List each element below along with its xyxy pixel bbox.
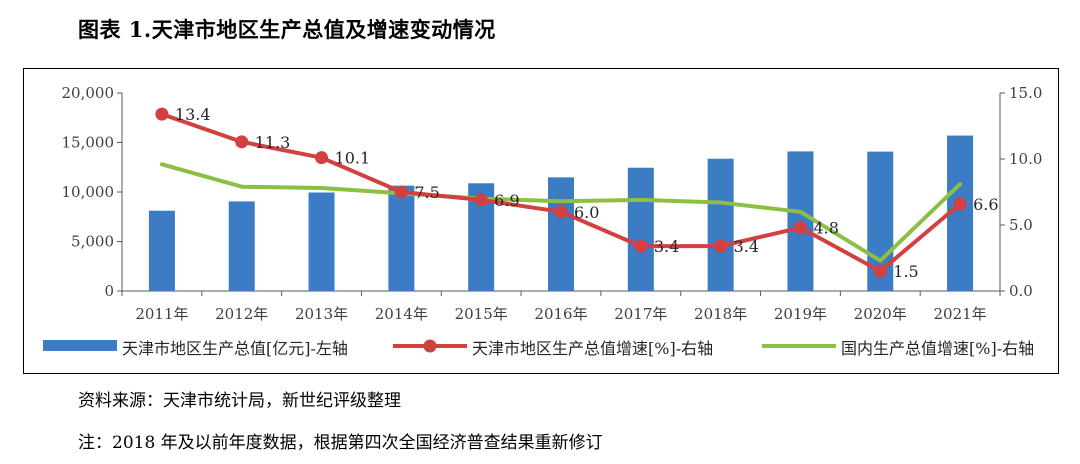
x-axis-tick-label: 2012年	[215, 305, 268, 323]
x-axis-tick-label: 2017年	[614, 305, 667, 323]
tianjin-growth-data-label: 7.5	[414, 183, 439, 202]
right-axis-tick-label: 0.0	[1009, 282, 1033, 300]
tianjin-growth-data-label: 6.6	[973, 195, 998, 214]
right-axis-tick-label: 5.0	[1009, 216, 1033, 234]
tianjin-growth-data-label: 6.0	[574, 203, 599, 222]
tianjin-growth-data-label: 3.4	[734, 237, 759, 256]
x-axis-tick-label: 2021年	[933, 305, 986, 323]
tianjin-growth-point	[714, 239, 728, 253]
tianjin-growth-point	[953, 197, 967, 211]
left-axis-tick-label: 15,000	[62, 134, 115, 152]
chart-frame: 0 5,000 10,000 15,000 20,000 0.0 5.0 10.0 15.0 20…	[23, 68, 1059, 374]
right-axis-tick-label: 10.0	[1009, 150, 1042, 168]
x-axis-tick-label: 2011年	[135, 305, 188, 323]
legend-swatch-tianjin-marker	[423, 339, 437, 353]
x-axis-tick-label: 2013年	[295, 305, 348, 323]
tianjin-growth-point	[634, 239, 648, 253]
legend-label-tianjin: 天津市地区生产总值增速[%]-右轴	[472, 339, 713, 358]
right-axis-tick-label: 15.0	[1009, 84, 1042, 102]
tianjin-growth-data-label: 6.9	[494, 191, 519, 210]
left-axis-tick-label: 0	[104, 282, 114, 300]
gdp-bar	[388, 185, 415, 291]
tianjin-growth-data-label: 13.4	[175, 105, 211, 124]
tianjin-growth-point	[155, 107, 169, 121]
tianjin-growth-point	[235, 135, 249, 149]
legend-label-national: 国内生产总值增速[%]-右轴	[841, 339, 1034, 358]
x-axis-tick-label: 2014年	[375, 305, 428, 323]
source-note: 资料来源：天津市统计局，新世纪评级整理	[78, 391, 401, 411]
tianjin-growth-point	[474, 193, 488, 207]
legend-label-gdp: 天津市地区生产总值[亿元]-左轴	[122, 339, 348, 358]
chart-svg: 0 5,000 10,000 15,000 20,000 0.0 5.0 10.0 15.0 20…	[43, 84, 1042, 358]
x-axis-tick-label: 2016年	[534, 305, 587, 323]
left-axis-tick-label: 5,000	[71, 233, 114, 251]
tianjin-growth-data-label: 4.8	[813, 219, 838, 238]
x-axis-tick-label: 2020年	[854, 305, 907, 323]
tianjin-growth-data-label: 10.1	[335, 149, 371, 168]
legend-swatch-gdp	[43, 340, 117, 351]
national-growth-line	[159, 162, 963, 263]
gdp-bar	[228, 201, 255, 291]
tianjin-growth-data-label: 1.5	[893, 262, 918, 281]
tianjin-growth-data-label: 11.3	[255, 133, 291, 152]
tianjin-growth-point	[394, 185, 408, 199]
x-axis-tick-label: 2018年	[694, 305, 747, 323]
tianjin-growth-point	[873, 264, 887, 278]
gdp-bar	[308, 192, 335, 291]
gdp-bar	[148, 210, 175, 291]
gdp-bar	[627, 167, 654, 291]
revision-note: 注：2018 年及以前年度数据，根据第四次全国经济普查结果重新修订	[78, 433, 603, 453]
gdp-bar	[548, 177, 574, 291]
chart-title: 图表 1.天津市地区生产总值及增速变动情况	[78, 17, 496, 42]
left-axis-tick-label: 10,000	[62, 183, 115, 201]
tianjin-growth-point	[554, 205, 568, 219]
tianjin-growth-point	[315, 151, 329, 165]
tianjin-growth-point	[793, 221, 807, 235]
gdp-bar	[707, 158, 734, 291]
x-axis-tick-label: 2015年	[455, 305, 508, 323]
x-axis-tick-label: 2019年	[774, 305, 827, 323]
left-axis-tick-label: 20,000	[62, 84, 115, 102]
tianjin-growth-data-label: 3.4	[654, 237, 679, 256]
